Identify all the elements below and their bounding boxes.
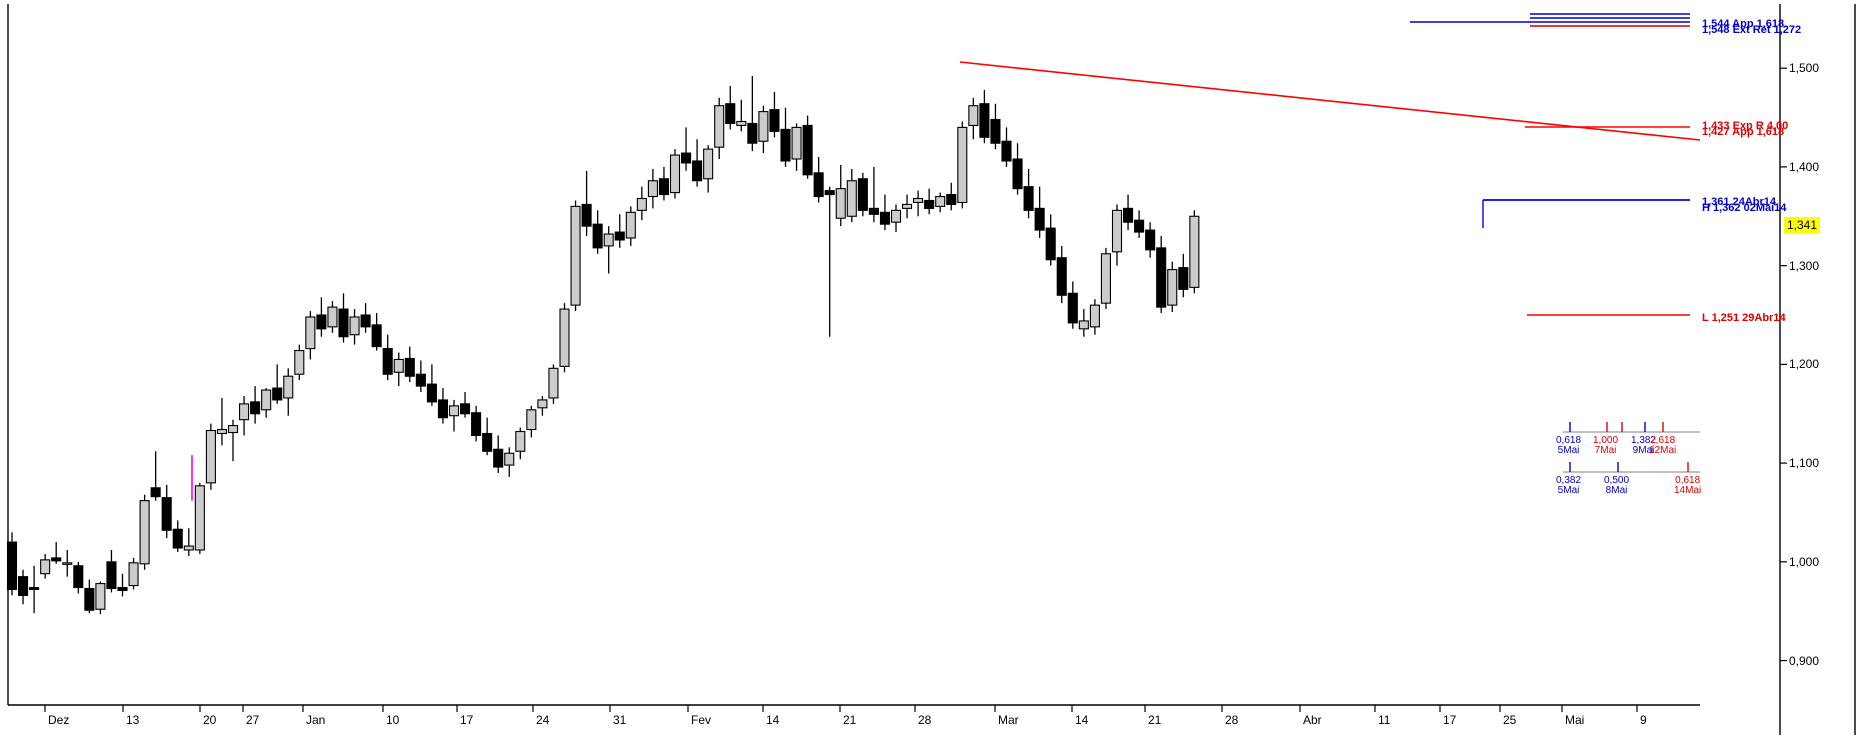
x-axis-tick-label: Dez bbox=[48, 713, 70, 727]
fib-ratio: 0,500 bbox=[1604, 475, 1630, 486]
x-axis-tick-label: 28 bbox=[918, 713, 932, 727]
fib-date: 5Mai bbox=[1557, 445, 1580, 456]
fib-time-label-top: 1,382 9Mai bbox=[1631, 436, 1656, 456]
app-level-1-label: 1,544 App 1,618 bbox=[1702, 18, 1785, 30]
fib-date: 14Mai bbox=[1674, 485, 1702, 496]
fib-time-label-bottom: 0,618 14Mai bbox=[1674, 476, 1701, 496]
fib-date: 12Mai bbox=[1649, 445, 1677, 456]
fib-time-label-top: 0,618 5Mai bbox=[1556, 436, 1581, 456]
retracement-level-1-label: 1,548 Ext Ret 1,272 bbox=[1702, 24, 1802, 36]
fib-date: 9Mai bbox=[1632, 445, 1655, 456]
y-axis-tick-label: 1,400 bbox=[1789, 159, 1820, 174]
x-axis-tick-label: Jan bbox=[306, 713, 326, 727]
x-axis-tick-label: 11 bbox=[1378, 713, 1391, 727]
fib-date: 5Mai bbox=[1557, 485, 1580, 496]
fib-ratio: 0,382 bbox=[1556, 475, 1582, 486]
last-price-tag: 1,341 bbox=[1784, 217, 1821, 235]
x-axis-tick-label: 14 bbox=[766, 713, 780, 727]
fib-time-label-bottom: 0,382 5Mai bbox=[1556, 476, 1581, 496]
y-axis-tick-label: 1,500 bbox=[1789, 61, 1820, 76]
fib-time-label-top: 1,000 7Mai bbox=[1593, 436, 1618, 456]
fib-date: 8Mai bbox=[1605, 485, 1628, 496]
fib-time-label-top: 2,618 12Mai bbox=[1649, 436, 1676, 456]
x-axis-tick-label: 20 bbox=[203, 713, 217, 727]
fib-date: 7Mai bbox=[1594, 445, 1617, 456]
x-axis-tick-label: Mai bbox=[1565, 713, 1585, 727]
x-axis-tick-label: 27 bbox=[246, 713, 260, 727]
support-level-label-2-label: H 1,362 02Mai14 bbox=[1702, 202, 1787, 214]
x-axis-tick-label: 9 bbox=[1640, 713, 1647, 727]
y-axis-tick-label: 1,300 bbox=[1789, 258, 1820, 273]
x-axis-tick-label: 14 bbox=[1075, 713, 1089, 727]
support-level-label-1-label: 1,361 24Abr14 bbox=[1702, 196, 1776, 208]
fib-ratio: 1,382 bbox=[1631, 435, 1657, 446]
y-axis-tick-label: 0,900 bbox=[1789, 653, 1820, 668]
x-axis-tick-label: 17 bbox=[460, 713, 474, 727]
x-axis-tick-label: Mar bbox=[998, 713, 1019, 727]
resistance-trendline-label-label: 1,433 Exp R 4,00 bbox=[1702, 120, 1789, 132]
fib-ratio: 2,618 bbox=[1650, 435, 1676, 446]
x-axis-tick-label: 24 bbox=[536, 713, 550, 727]
x-axis-tick-label: 10 bbox=[386, 713, 400, 727]
x-axis-tick-label: 17 bbox=[1443, 713, 1457, 727]
y-axis-tick-label: 1,000 bbox=[1789, 554, 1820, 569]
x-axis-tick-label: Fev bbox=[691, 713, 712, 727]
fib-ratio: 1,000 bbox=[1593, 435, 1619, 446]
x-axis-tick-label: 13 bbox=[126, 713, 140, 727]
fib-ratio: 0,618 bbox=[1675, 475, 1701, 486]
y-axis-tick-label: 1,100 bbox=[1789, 456, 1820, 471]
x-axis-tick-label: Abr bbox=[1303, 713, 1322, 727]
low-level-label-label: L 1,251 29Abr14 bbox=[1702, 312, 1786, 324]
y-axis-tick-label: 1,200 bbox=[1789, 357, 1820, 372]
fib-time-label-bottom: 0,500 8Mai bbox=[1604, 476, 1629, 496]
x-axis-tick-label: 28 bbox=[1225, 713, 1239, 727]
x-axis-tick-label: 21 bbox=[843, 713, 857, 727]
x-axis-tick-label: 25 bbox=[1503, 713, 1517, 727]
fib-ratio: 0,618 bbox=[1556, 435, 1582, 446]
resistance-level-label-label: 1,427 App 1,618 bbox=[1702, 126, 1785, 138]
x-axis-tick-label: 21 bbox=[1148, 713, 1162, 727]
x-axis-tick-label: 31 bbox=[613, 713, 627, 727]
